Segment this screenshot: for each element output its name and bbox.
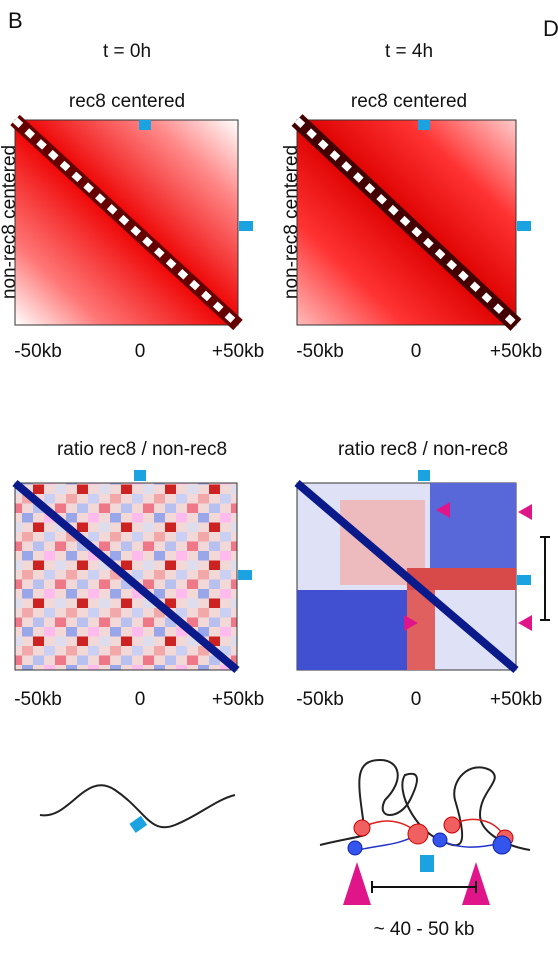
loop-diagram: [319, 758, 531, 851]
bracket: [540, 536, 550, 621]
arrowhead: [436, 502, 450, 518]
ratio-title: ratio rec8 / non-rec8: [338, 439, 508, 460]
x-tick: +50kb: [212, 689, 264, 710]
x-tick: 0: [135, 689, 146, 710]
x-tick: -50kb: [296, 689, 344, 710]
x-tick: +50kb: [490, 341, 542, 362]
cohesin: [492, 835, 512, 855]
marker: [517, 221, 531, 231]
arrowhead: [518, 615, 532, 631]
x-tick: +50kb: [490, 689, 542, 710]
ratio-block: [430, 483, 516, 568]
marker: [139, 120, 151, 130]
ratio-title: ratio rec8 / non-rec8: [57, 439, 227, 460]
x-tick: +50kb: [212, 341, 264, 362]
marker: [418, 120, 430, 130]
arrowhead: [518, 504, 532, 520]
scale-bar: [371, 881, 477, 893]
cohesin: [407, 823, 429, 845]
marker: [418, 470, 430, 481]
heatmap-title: rec8 centered: [69, 91, 185, 112]
x-tick: -50kb: [296, 341, 344, 362]
arrowhead: [343, 862, 371, 905]
cohesin-link: [357, 834, 417, 851]
marker: [238, 570, 252, 580]
marker: [420, 855, 434, 872]
cohesin: [353, 819, 371, 837]
time-label: t = 0h: [103, 41, 151, 62]
ratio-block: [407, 590, 435, 670]
x-tick: 0: [135, 341, 146, 362]
x-tick: -50kb: [14, 341, 62, 362]
marker: [517, 575, 531, 585]
cohesin: [432, 832, 448, 848]
panel-label: B: [8, 8, 23, 33]
x-tick: -50kb: [14, 689, 62, 710]
diagonal: [12, 479, 240, 674]
cohesin: [443, 816, 461, 834]
panel-label: D: [543, 16, 558, 41]
x-tick: 0: [411, 689, 422, 710]
diagonal: [294, 479, 519, 674]
ratio-block: [407, 568, 516, 590]
ratio-block: [297, 590, 407, 670]
cohesin: [347, 840, 363, 856]
chromatin: [39, 784, 236, 829]
heatmap-title: rec8 centered: [351, 91, 467, 112]
marker: [129, 815, 148, 833]
diagonal: [294, 117, 519, 328]
arrowhead: [404, 615, 418, 631]
scale-label: ~ 40 - 50 kb: [374, 919, 475, 940]
marker: [239, 221, 253, 231]
marker: [134, 470, 146, 481]
time-label: t = 4h: [385, 41, 433, 62]
x-tick: 0: [411, 341, 422, 362]
diagonal: [12, 117, 241, 328]
